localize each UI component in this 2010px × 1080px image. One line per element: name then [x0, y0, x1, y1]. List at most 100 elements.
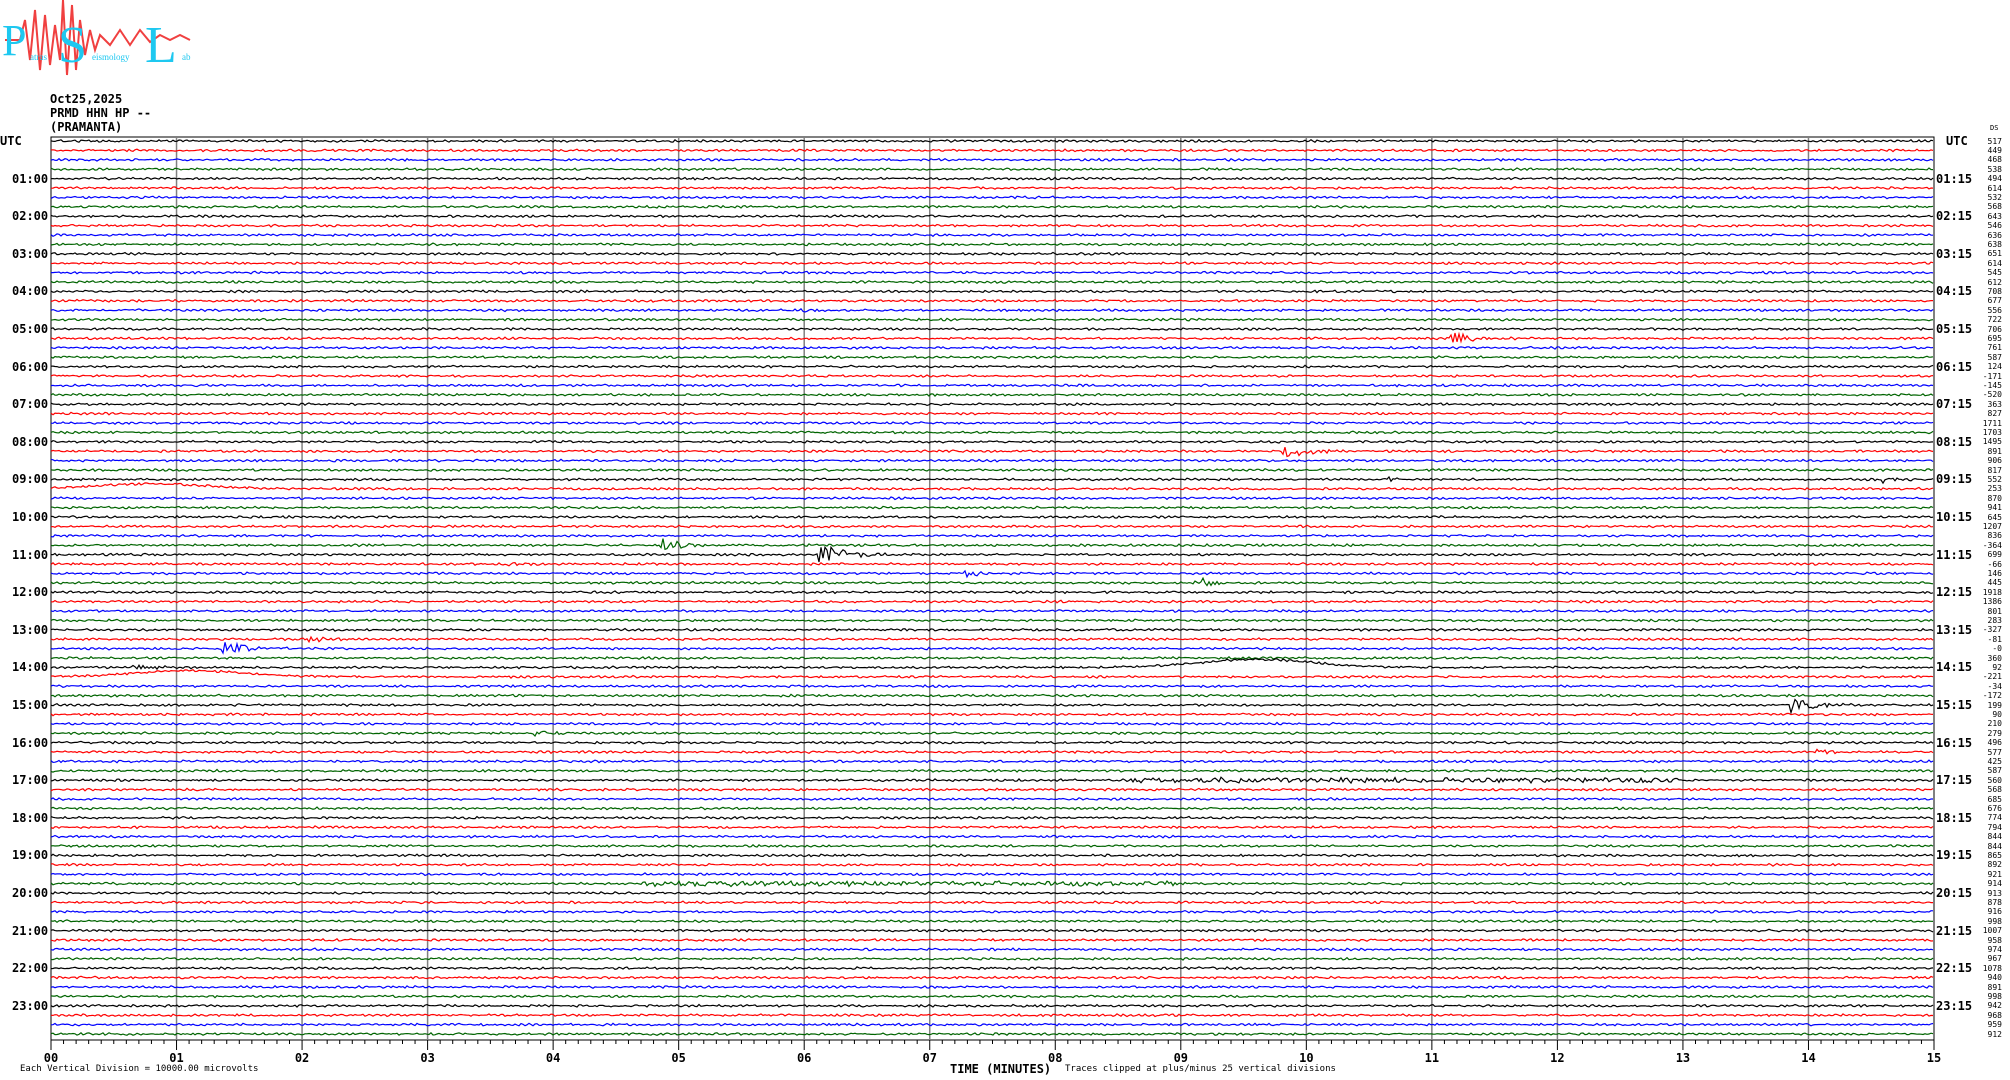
trace-line: [50, 331, 1934, 344]
trace-value: 891: [1987, 982, 2002, 992]
logo-letter-s: S: [58, 17, 87, 74]
trace-line: [50, 698, 1934, 715]
trace-line: [50, 975, 1934, 980]
trace-value: 844: [1987, 841, 2002, 851]
x-tick-label: 15: [1926, 1051, 1942, 1065]
hour-label-right: 22:15: [1936, 961, 1973, 976]
trace-line: [50, 759, 1934, 764]
trace-line: [51, 270, 1934, 275]
hour-label-left: 21:00: [12, 923, 49, 938]
trace-line: [50, 872, 1934, 877]
trace-value: 643: [1987, 211, 2002, 221]
hour-label-left: 12:00: [12, 585, 49, 600]
trace-value: 1207: [1982, 521, 2002, 531]
trace-line: [50, 204, 1934, 209]
trace-value: 612: [1987, 277, 2002, 287]
trace-value: 636: [1987, 230, 2002, 240]
trace-line: [50, 1031, 1934, 1037]
hour-label-left: UTC: [0, 134, 22, 148]
trace-value: 914: [1987, 879, 2002, 889]
trace-value: 959: [1987, 1020, 2002, 1030]
trace-line: [50, 392, 1934, 397]
trace-line: [50, 919, 1934, 924]
trace-value: 560: [1987, 775, 2002, 785]
hour-label-right: 02:15: [1936, 209, 1973, 224]
hour-label-left: 11:00: [12, 547, 49, 562]
trace-value: 545: [1987, 268, 2002, 278]
trace-line: [50, 576, 1934, 587]
hour-label-right: 04:15: [1936, 284, 1973, 299]
trace-line: [50, 383, 1934, 388]
trace-value: 865: [1987, 850, 2002, 860]
trace-value: 774: [1987, 813, 2002, 823]
trace-value: -171: [1982, 371, 2002, 381]
trace-value: 253: [1987, 484, 2002, 494]
x-tick-label: 00: [43, 1051, 59, 1065]
trace-value: 836: [1987, 531, 2002, 541]
trace-value: 677: [1987, 296, 2002, 306]
trace-value: 587: [1987, 352, 2002, 362]
trace-value: 699: [1987, 550, 2002, 560]
hour-label-left: 02:00: [12, 209, 49, 224]
trace-value: 870: [1987, 493, 2002, 503]
trace-line: [50, 533, 1934, 538]
trace-line: [50, 815, 1934, 820]
trace-value: 425: [1987, 756, 2002, 766]
trace-value: 685: [1987, 794, 2002, 804]
trace-value: 279: [1987, 728, 2002, 738]
trace-line: [50, 279, 1934, 285]
trace-value: 283: [1987, 615, 2002, 625]
trace-line: [50, 467, 1934, 473]
trace-line: [50, 176, 1934, 181]
x-tick-label: 14: [1801, 1051, 1816, 1065]
trace-value: 210: [1987, 719, 2002, 729]
trace-value: 968: [1987, 1010, 2002, 1020]
trace-value: -81: [1987, 634, 2002, 644]
x-tick-label: 04: [545, 1051, 561, 1065]
trace-value: 124: [1987, 362, 2002, 372]
trace-line: [50, 355, 1934, 360]
hour-label-right: 15:15: [1936, 698, 1973, 712]
hour-label-left: 18:00: [12, 810, 49, 825]
trace-value: 445: [1987, 578, 2002, 588]
trace-value: -327: [1982, 625, 2002, 635]
hour-label-right: 11:15: [1936, 547, 1973, 562]
trace-line: [50, 641, 1934, 655]
trace-value: 827: [1987, 409, 2002, 419]
trace-value: 638: [1987, 239, 2002, 249]
trace-line: [50, 475, 1934, 485]
trace-line: [50, 909, 1934, 914]
trace-line: [50, 298, 1933, 303]
trace-value: 1711: [1982, 418, 2002, 428]
hour-label-right: 19:15: [1936, 848, 1973, 863]
trace-line: [50, 317, 1934, 322]
hour-label-left: 19:00: [12, 848, 49, 863]
x-tick-label: 07: [922, 1051, 937, 1065]
hour-label-left: 07:00: [12, 397, 49, 412]
trace-value: 577: [1987, 747, 2002, 757]
header-station: PRMD HHN HP --: [50, 106, 152, 120]
hour-label-right: 10:15: [1936, 510, 1973, 524]
trace-line: [50, 514, 1934, 520]
trace-line: [50, 251, 1934, 256]
trace-value: 998: [1987, 991, 2002, 1001]
trace-line: [50, 768, 1934, 773]
trace-line: [50, 618, 1934, 623]
trace-value: 940: [1987, 973, 2002, 983]
x-tick-label: 12: [1550, 1051, 1565, 1065]
header-site: (PRAMANTA): [50, 120, 123, 134]
x-tick-label: 06: [796, 1051, 812, 1065]
trace-value: -520: [1982, 390, 2002, 400]
x-tick-label: 09: [1173, 1051, 1189, 1065]
hour-label-left: 22:00: [12, 961, 49, 976]
hour-label-right: 20:15: [1936, 886, 1973, 900]
trace-line: [50, 345, 1934, 350]
x-tick-label: 08: [1048, 1051, 1063, 1065]
trace-line: [50, 721, 1934, 726]
trace-line: [50, 561, 1934, 567]
trace-line: [50, 307, 1934, 313]
hour-label-left: 03:00: [12, 246, 49, 261]
trace-value: 363: [1987, 399, 2002, 409]
hour-label-right: 23:15: [1936, 998, 1973, 1013]
